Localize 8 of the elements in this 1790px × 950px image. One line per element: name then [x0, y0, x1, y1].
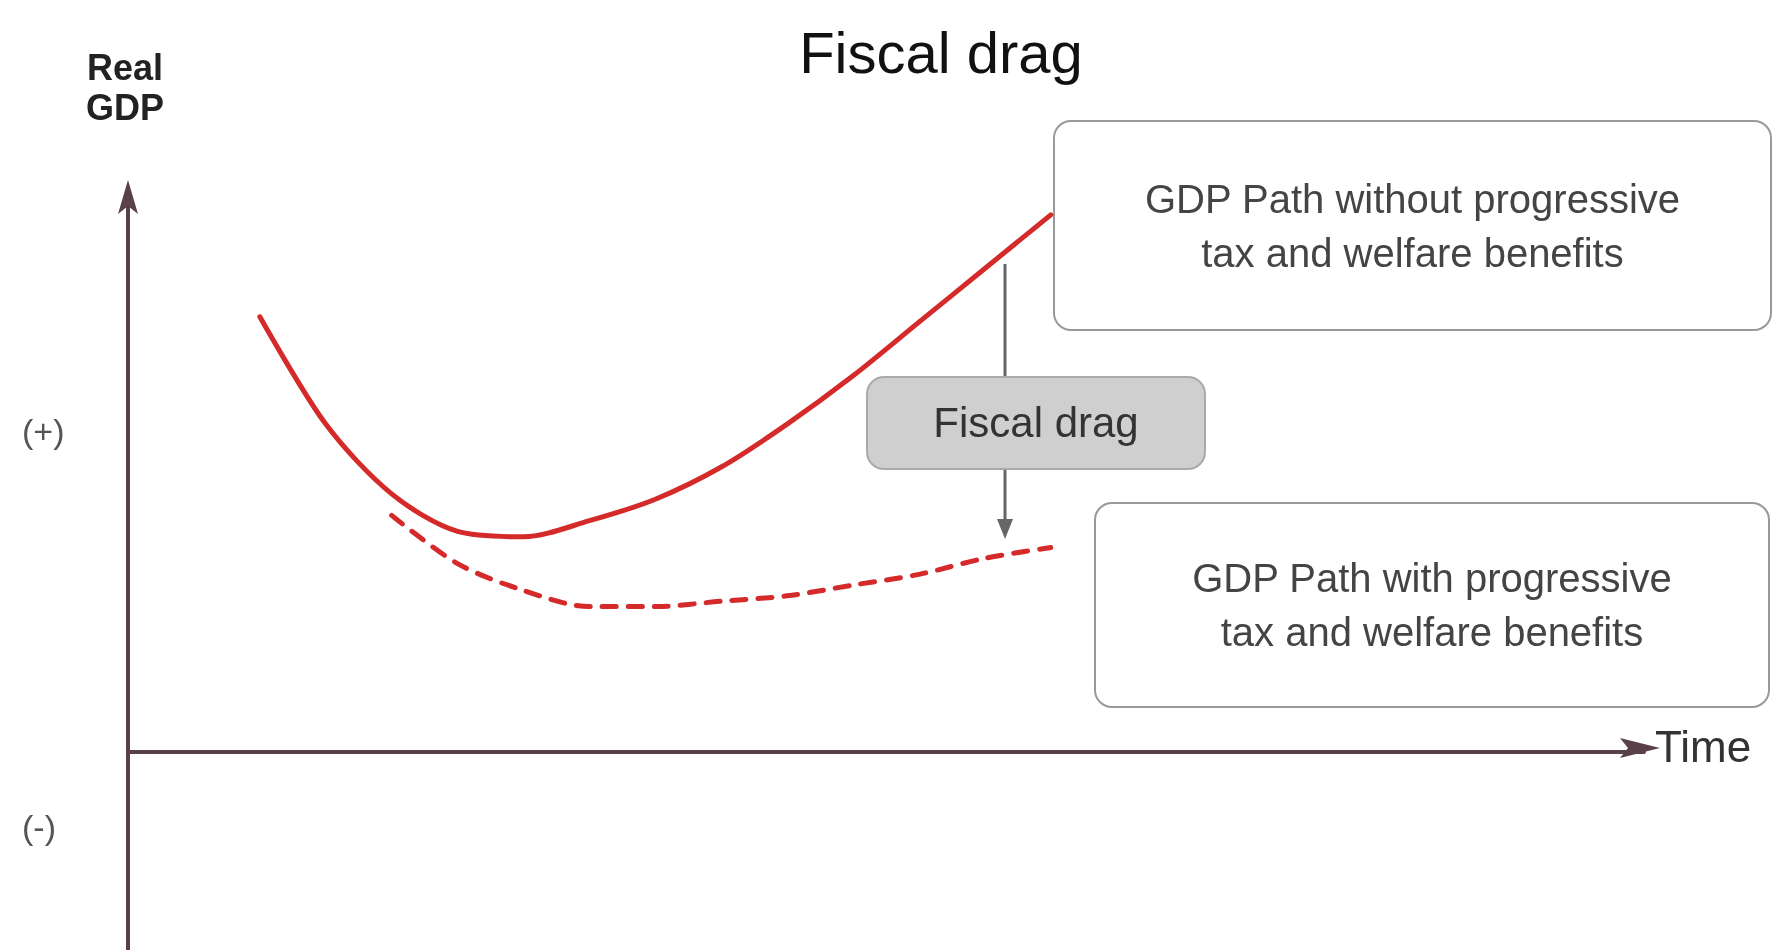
x-axis-title: Time	[1655, 722, 1752, 772]
text: (-)	[22, 808, 56, 847]
label-box: Fiscal drag	[866, 376, 1206, 470]
text-box: GDP Path without progressive tax and welfare benefits	[1053, 120, 1772, 331]
y-axis-title: Real GDP	[85, 47, 165, 128]
text-box: GDP Path with progressive tax and welfare benefits	[1094, 502, 1770, 708]
text: (+)	[22, 412, 65, 451]
chart-title: Fiscal drag	[799, 19, 1083, 85]
